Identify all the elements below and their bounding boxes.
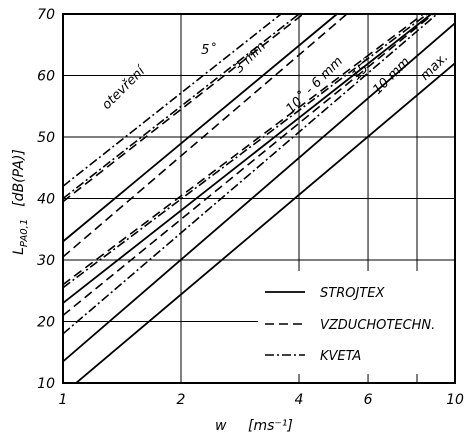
series-line <box>62 13 438 335</box>
y-tick-label: 20 <box>37 315 55 331</box>
y-tick-label: 60 <box>37 69 55 85</box>
y-tick-label: 30 <box>37 253 55 269</box>
series-group <box>62 13 456 384</box>
y-axis-label: L <box>11 247 27 255</box>
tick-labels: 10 20 30 40 50 60 70 1 2 4 6 10 <box>37 7 464 408</box>
y-tick-label: 70 <box>37 7 55 23</box>
x-axis-unit: [ms⁻¹] <box>248 418 293 434</box>
series-line <box>62 13 424 286</box>
series-line <box>62 13 282 187</box>
annotation-label: 5˚ <box>201 42 216 58</box>
y-tick-label: 40 <box>37 192 55 208</box>
x-tick-label: 6 <box>364 392 373 408</box>
series-line <box>62 13 428 289</box>
series-line <box>62 22 456 363</box>
series-line <box>62 13 304 203</box>
x-tick-label: 2 <box>177 392 186 408</box>
svg-text:LPA0,1[dB(PA)]: LPA0,1 [dB(PA)] <box>11 149 30 255</box>
y-axis-title: LPA0,1 [dB(PA)] <box>11 149 30 255</box>
series-line <box>62 13 348 258</box>
series-line <box>75 62 456 384</box>
plot-frame <box>62 13 456 384</box>
x-axis-label: w <box>215 418 227 434</box>
y-tick-label: 10 <box>37 376 55 392</box>
series-line <box>62 13 434 317</box>
legend-item-vzduchotechn: VZDUCHOTECHN. <box>320 318 435 333</box>
y-axis-label-subscript: PA0,1 <box>19 219 30 247</box>
legend-item-strojtex: STROJTEX <box>320 286 385 301</box>
series-line <box>62 13 300 200</box>
x-tick-label: 10 <box>446 392 464 408</box>
y-axis-unit: [dB(PA)] <box>11 149 27 207</box>
legend-background <box>258 271 454 374</box>
x-tick-label: 4 <box>295 392 304 408</box>
legend: STROJTEX VZDUCHOTECHN. KVETA <box>258 271 454 374</box>
series-line <box>62 13 432 304</box>
series-line <box>62 13 338 243</box>
y-tick-label: 50 <box>37 130 55 146</box>
legend-item-kveta: KVETA <box>320 349 361 364</box>
x-tick-label: 1 <box>59 392 68 408</box>
